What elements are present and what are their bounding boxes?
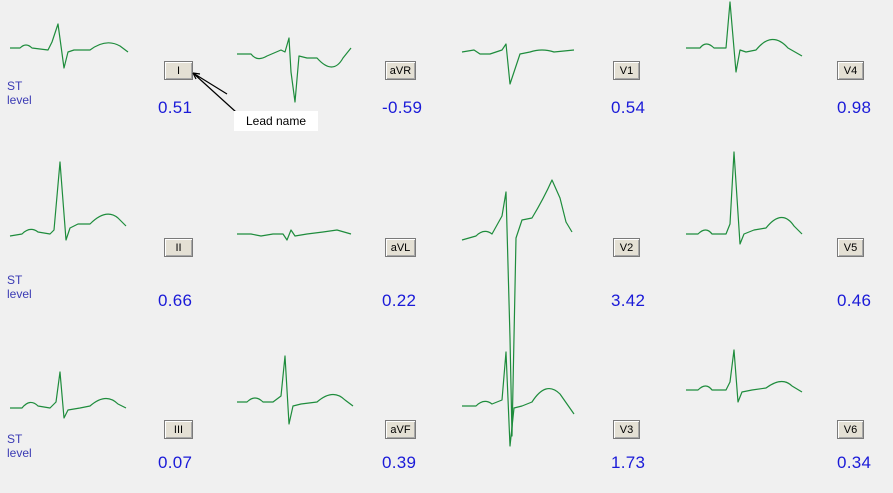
st-label-line2: level [7,446,32,460]
st-level-label-row3: ST level [7,432,32,460]
ecg-trace-lead-v3 [462,351,575,447]
ecg-trace-lead-iii [10,371,127,419]
lead-button-v6[interactable]: V6 [837,420,864,439]
ecg-trace-lead-v5 [686,151,803,245]
st-label-line2: level [7,287,32,301]
ecg-trace-lead-v1 [461,43,575,85]
lead-button-avl[interactable]: aVL [385,238,416,257]
lead-button-ii[interactable]: II [164,238,193,257]
ecg-trace-lead-v6 [686,349,803,403]
st-label-line2: level [7,93,32,107]
lead-button-v4[interactable]: V4 [837,61,864,80]
lead-button-i[interactable]: I [164,61,193,80]
st-label-line1: ST [7,273,23,287]
lead-button-iii[interactable]: III [164,420,193,439]
st-value-lead-v2: 3.42 [611,291,646,310]
st-label-line1: ST [7,79,23,93]
ecg-trace-lead-avf [237,355,354,425]
st-value-lead-i: 0.51 [158,98,193,117]
st-value-lead-v5: 0.46 [837,291,872,310]
st-value-lead-v4: 0.98 [837,98,872,117]
lead-button-v5[interactable]: V5 [837,238,864,257]
ecg-trace-lead-avr [237,37,352,103]
ecg-trace-lead-v4 [686,1,803,73]
lead-name-annotation: Lead name [234,111,318,131]
lead-button-v1[interactable]: V1 [613,61,640,80]
st-value-lead-avf: 0.39 [382,453,417,472]
st-level-label-row2: ST level [7,273,32,301]
st-label-line1: ST [7,432,23,446]
ecg-trace-lead-avl [237,229,352,241]
ecg-trace-lead-ii [9,161,127,241]
lead-button-v2[interactable]: V2 [613,238,640,257]
st-level-label-row1: ST level [7,79,32,107]
st-value-lead-iii: 0.07 [158,453,193,472]
lead-button-avr[interactable]: aVR [385,61,416,80]
st-value-lead-avr: -0.59 [382,98,423,117]
st-value-lead-ii: 0.66 [158,291,193,310]
ecg-trace-lead-v2 [461,179,573,437]
st-value-lead-v3: 1.73 [611,453,646,472]
st-value-lead-avl: 0.22 [382,291,417,310]
ecg-trace-lead-i [10,23,129,69]
st-value-lead-v1: 0.54 [611,98,646,117]
lead-button-v3[interactable]: V3 [613,420,640,439]
st-value-lead-v6: 0.34 [837,453,872,472]
lead-button-avf[interactable]: aVF [385,420,416,439]
